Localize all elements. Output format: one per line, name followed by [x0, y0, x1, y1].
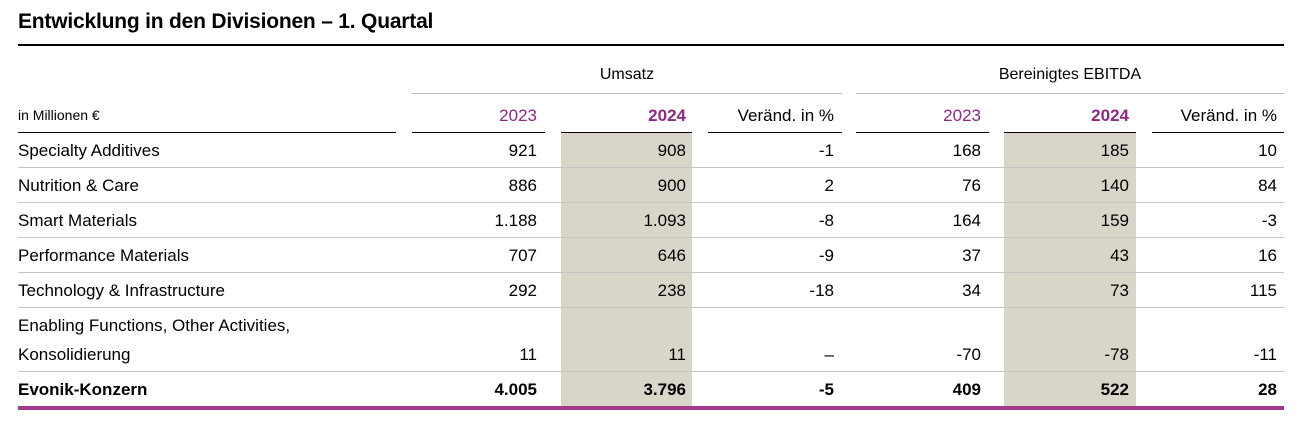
- cell-umsatz-2024: 646: [657, 246, 686, 265]
- col-header-ebitda-2023: 2023: [943, 106, 981, 125]
- row-divider: [18, 202, 1284, 203]
- cell-umsatz-2023: 11: [519, 345, 537, 364]
- row-label: Performance Materials: [18, 246, 190, 265]
- cell-umsatz-change: 2: [824, 176, 834, 195]
- header-rule: [412, 132, 545, 133]
- cell-ebitda-2024: 522: [1100, 380, 1129, 399]
- cell-ebitda-2023: 164: [952, 211, 981, 230]
- unit-label: in Millionen €: [18, 107, 100, 123]
- row-label: Nutrition & Care: [18, 176, 139, 195]
- cell-ebitda-2023: 76: [962, 176, 981, 195]
- header-rule: [1152, 132, 1284, 133]
- cell-umsatz-change: -5: [818, 380, 834, 399]
- row-divider: [18, 371, 1284, 372]
- row-label: Smart Materials: [18, 211, 138, 230]
- cell-ebitda-2023: 34: [962, 281, 981, 300]
- row-label-line2: Konsolidierung: [18, 345, 131, 364]
- bottom-divider: [18, 406, 1284, 410]
- header-rule: [561, 132, 692, 133]
- cell-umsatz-2023: 921: [508, 141, 537, 160]
- cell-umsatz-2024: 3.796: [643, 380, 686, 399]
- row-divider: [18, 237, 1284, 238]
- group-header-umsatz: Umsatz: [599, 66, 655, 83]
- group-rule-umsatz: [412, 93, 842, 94]
- row-divider: [18, 307, 1284, 308]
- shade-umsatz-2024: [561, 133, 692, 406]
- cell-ebitda-2023: -70: [956, 345, 981, 364]
- cell-umsatz-change: -9: [818, 246, 834, 265]
- cell-umsatz-2023: 1.188: [494, 211, 537, 230]
- cell-ebitda-change: 28: [1258, 380, 1277, 399]
- col-header-umsatz-2023: 2023: [499, 106, 537, 125]
- cell-umsatz-2024: 11: [668, 345, 686, 364]
- shade-ebitda-2024: [1004, 133, 1136, 406]
- row-label-total: Evonik-Konzern: [18, 380, 148, 399]
- cell-umsatz-change: -18: [809, 281, 834, 300]
- cell-ebitda-2024: -78: [1104, 345, 1129, 364]
- cell-umsatz-2023: 4.005: [494, 380, 537, 399]
- cell-umsatz-change: –: [824, 345, 834, 364]
- group-rule-ebitda: [856, 93, 1284, 94]
- cell-ebitda-2024: 185: [1100, 141, 1129, 160]
- col-header-umsatz-2024: 2024: [648, 106, 686, 125]
- cell-ebitda-change: 16: [1258, 246, 1277, 265]
- col-header-umsatz-change: Veränd. in %: [737, 106, 834, 125]
- cell-ebitda-change: 84: [1258, 176, 1277, 195]
- cell-ebitda-change: -11: [1253, 345, 1277, 364]
- cell-ebitda-2024: 140: [1100, 176, 1129, 195]
- cell-ebitda-change: 10: [1258, 141, 1277, 160]
- row-label: Specialty Additives: [18, 141, 160, 160]
- cell-umsatz-change: -8: [818, 211, 834, 230]
- cell-ebitda-2024: 43: [1110, 246, 1129, 265]
- group-header-ebitda: Bereinigtes EBITDA: [998, 66, 1142, 83]
- header-rule: [708, 132, 842, 133]
- row-divider: [18, 167, 1284, 168]
- cell-ebitda-change: 115: [1249, 281, 1277, 300]
- cell-ebitda-2023: 168: [952, 141, 981, 160]
- cell-umsatz-2024: 908: [657, 141, 686, 160]
- cell-ebitda-2023: 37: [962, 246, 981, 265]
- row-divider: [18, 272, 1284, 273]
- cell-umsatz-2024: 238: [657, 281, 686, 300]
- cell-ebitda-2024: 73: [1110, 281, 1129, 300]
- cell-ebitda-change: -3: [1261, 211, 1277, 230]
- header-rule: [1004, 132, 1136, 133]
- col-header-ebitda-change: Veränd. in %: [1180, 106, 1277, 125]
- row-label: Technology & Infrastructure: [18, 281, 225, 300]
- cell-ebitda-2024: 159: [1100, 211, 1129, 230]
- cell-umsatz-change: -1: [818, 141, 834, 160]
- cell-umsatz-2023: 707: [508, 246, 537, 265]
- header-rule: [856, 132, 989, 133]
- cell-umsatz-2023: 292: [508, 281, 537, 300]
- cell-ebitda-2023: 409: [952, 380, 981, 399]
- title-divider: [18, 44, 1284, 46]
- page-title: Entwicklung in den Divisionen – 1. Quart…: [18, 10, 434, 33]
- cell-umsatz-2024: 1.093: [643, 211, 686, 230]
- row-label: Enabling Functions, Other Activities,: [18, 316, 291, 335]
- col-header-ebitda-2024: 2024: [1091, 106, 1129, 125]
- header-rule: [18, 132, 396, 133]
- cell-umsatz-2023: 886: [508, 176, 537, 195]
- cell-umsatz-2024: 900: [657, 176, 686, 195]
